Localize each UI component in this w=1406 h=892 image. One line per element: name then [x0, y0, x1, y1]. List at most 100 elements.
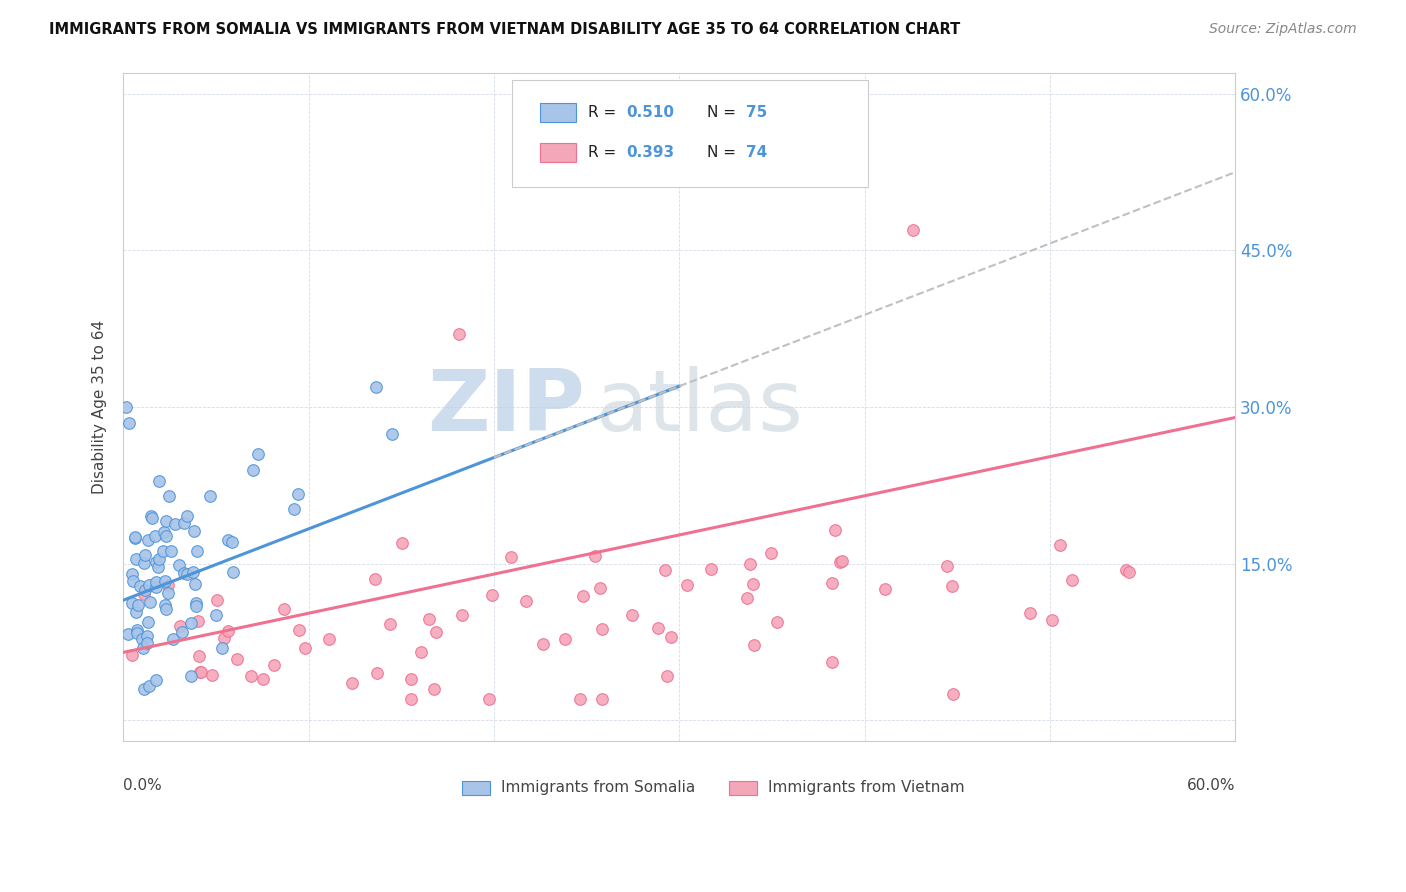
- Point: [583, 549, 606, 563]
- Point: [131, 632, 153, 646]
- Point: [207, 593, 229, 607]
- Point: [132, 587, 155, 601]
- Point: [451, 607, 474, 622]
- Point: [205, 608, 228, 623]
- Point: [186, 599, 208, 613]
- Point: [145, 673, 167, 688]
- Point: [318, 632, 340, 646]
- Point: [263, 658, 285, 673]
- Point: [187, 615, 209, 629]
- Point: [478, 692, 501, 706]
- Point: [118, 416, 141, 430]
- Point: [152, 544, 174, 558]
- Point: [247, 447, 270, 461]
- Point: [1040, 613, 1063, 627]
- Text: 74: 74: [747, 145, 768, 160]
- Point: [121, 648, 143, 662]
- Point: [941, 579, 963, 593]
- Point: [138, 594, 160, 608]
- Point: [129, 579, 152, 593]
- Point: [212, 631, 235, 645]
- Point: [186, 544, 208, 558]
- Point: [422, 681, 444, 696]
- Point: [569, 692, 592, 706]
- Point: [591, 692, 613, 706]
- Point: [176, 567, 198, 582]
- Point: [184, 596, 207, 610]
- Point: [141, 509, 163, 524]
- Point: [201, 667, 224, 681]
- Point: [211, 640, 233, 655]
- Point: [134, 548, 156, 562]
- Point: [163, 517, 186, 532]
- Point: [221, 534, 243, 549]
- Point: [391, 536, 413, 550]
- Point: [155, 514, 177, 528]
- Point: [155, 529, 177, 543]
- Point: [153, 524, 176, 539]
- Point: [294, 641, 316, 656]
- Text: N =: N =: [707, 145, 741, 160]
- Point: [380, 617, 402, 632]
- Text: 75: 75: [747, 105, 768, 120]
- Point: [146, 559, 169, 574]
- Point: [170, 625, 193, 640]
- Point: [425, 625, 447, 640]
- Bar: [463, 781, 491, 795]
- Point: [821, 655, 844, 669]
- Point: [148, 552, 170, 566]
- Point: [366, 666, 388, 681]
- Point: [156, 586, 179, 600]
- Text: atlas: atlas: [596, 366, 804, 449]
- Point: [1118, 566, 1140, 580]
- Point: [901, 222, 924, 236]
- Point: [156, 578, 179, 592]
- Point: [136, 636, 159, 650]
- Point: [181, 565, 204, 579]
- Text: ZIP: ZIP: [427, 366, 585, 449]
- Point: [183, 524, 205, 539]
- Point: [381, 426, 404, 441]
- Point: [124, 531, 146, 545]
- Point: [134, 583, 156, 598]
- Point: [287, 487, 309, 501]
- Point: [125, 626, 148, 640]
- Point: [418, 612, 440, 626]
- Text: Immigrants from Somalia: Immigrants from Somalia: [502, 780, 696, 796]
- Point: [145, 580, 167, 594]
- Point: [173, 516, 195, 530]
- Point: [148, 474, 170, 488]
- Point: [364, 573, 387, 587]
- Text: 0.393: 0.393: [626, 145, 673, 160]
- Point: [588, 582, 610, 596]
- Point: [125, 605, 148, 619]
- Point: [340, 676, 363, 690]
- Point: [554, 632, 576, 646]
- Text: 0.0%: 0.0%: [124, 778, 162, 793]
- Bar: [730, 781, 756, 795]
- Point: [190, 665, 212, 679]
- Point: [1019, 606, 1042, 620]
- Point: [180, 669, 202, 683]
- Point: [169, 619, 191, 633]
- Point: [620, 608, 643, 623]
- Point: [1049, 538, 1071, 552]
- Point: [515, 594, 537, 608]
- Point: [136, 615, 159, 630]
- Point: [654, 563, 676, 577]
- Point: [364, 380, 387, 394]
- Point: [145, 555, 167, 569]
- Point: [283, 502, 305, 516]
- Point: [399, 692, 422, 706]
- Point: [160, 544, 183, 558]
- Bar: [540, 103, 576, 121]
- Point: [655, 669, 678, 683]
- Text: Source: ZipAtlas.com: Source: ZipAtlas.com: [1209, 22, 1357, 37]
- Point: [288, 624, 311, 638]
- Point: [481, 588, 503, 602]
- Point: [145, 575, 167, 590]
- Point: [824, 523, 846, 537]
- Point: [173, 566, 195, 580]
- Point: [153, 574, 176, 588]
- Text: 0.510: 0.510: [626, 105, 673, 120]
